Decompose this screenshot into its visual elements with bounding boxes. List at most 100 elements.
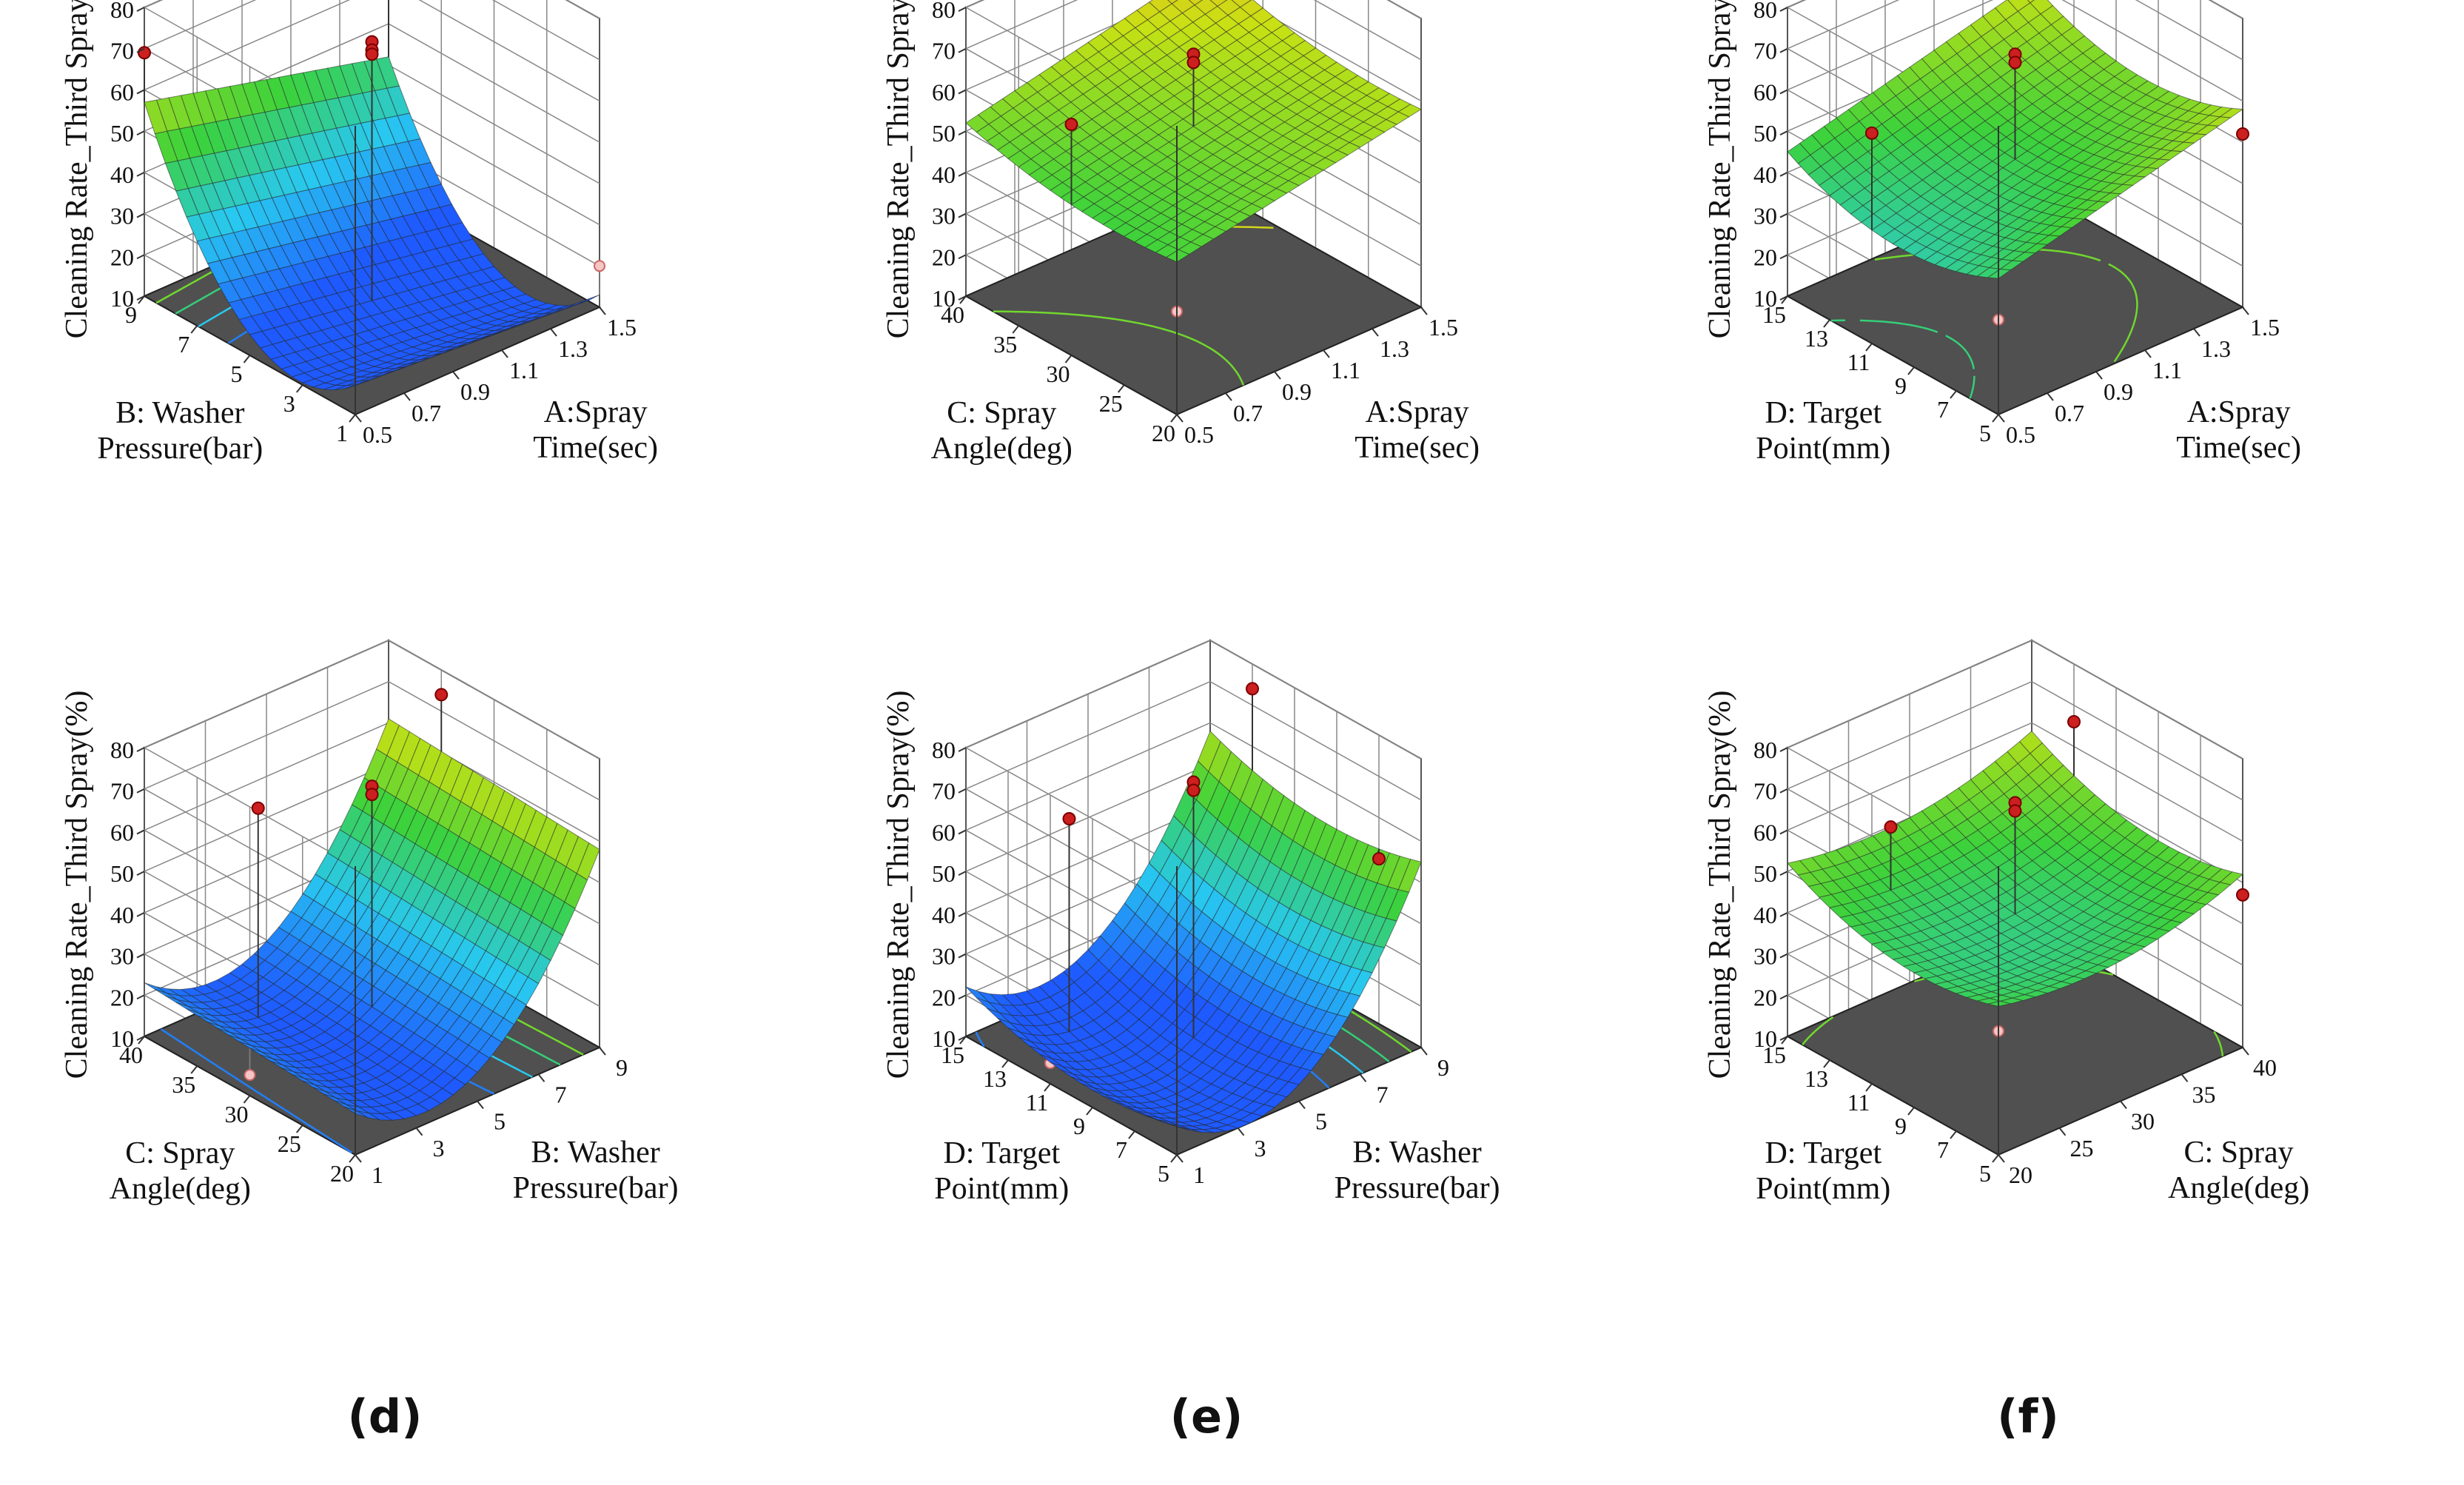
x-tick-label: 1.3 [2201, 335, 2231, 362]
x-tick-label: 1 [1193, 1161, 1205, 1188]
z-tick-mark [958, 871, 967, 876]
z-tick-label: 10 [1753, 285, 1777, 312]
z-axis-title: Cleaning Rate_Third Spray(%) [60, 691, 94, 1079]
z-tick-mark [136, 212, 145, 218]
design-point-above [434, 688, 449, 702]
y-axis-title-line2: Point(mm) [934, 1172, 1069, 1206]
z-tick-mark [1779, 89, 1788, 95]
z-tick-mark [1779, 130, 1788, 136]
design-points [244, 1047, 256, 1082]
z-tick-mark [958, 994, 967, 1000]
y-tick-mark [1823, 1059, 1830, 1068]
y-tick-mark [1128, 1130, 1135, 1139]
x-tick-mark [1225, 392, 1232, 401]
y-tick-mark [1086, 1107, 1093, 1116]
z-tick-mark [136, 871, 145, 876]
x-tick-label: 0.9 [1282, 378, 1312, 405]
z-tick-label: 70 [1753, 38, 1777, 64]
z-axis-title: Cleaning Rate_Third Spray(%) [1703, 0, 1737, 338]
z-tick-mark [958, 911, 967, 917]
z-tick-label: 80 [932, 0, 956, 23]
design-point-above [2236, 127, 2249, 141]
z-tick-mark [1779, 7, 1788, 12]
design-point-above [1246, 682, 1259, 696]
surface-plot-f: 10 20 30 40 50 60 70 80 Cleaning Rate_Third Spra… [1703, 639, 2309, 1444]
x-tick-mark [477, 1100, 484, 1110]
y-tick-label: 25 [278, 1130, 301, 1157]
z-tick-mark [958, 254, 967, 260]
y-tick-mark [243, 355, 251, 363]
x-tick-label: 7 [555, 1081, 567, 1107]
x-tick-mark [599, 306, 606, 315]
y-tick-mark [1170, 414, 1178, 423]
y-axis-title-line2: Pressure(bar) [97, 432, 263, 466]
design-point-above [2008, 804, 2022, 818]
z-tick-mark [136, 47, 145, 53]
x-axis-title-line2: Time(sec) [533, 431, 658, 465]
y-tick-mark [138, 1036, 145, 1045]
x-tick-label: 1.5 [607, 314, 637, 341]
y-tick-mark [349, 414, 356, 423]
y-tick-label: 25 [1099, 390, 1123, 417]
z-tick-mark [958, 130, 967, 136]
y-tick-label: 7 [178, 331, 189, 358]
z-tick-label: 30 [932, 203, 956, 229]
x-axis-title-line2: Pressure(bar) [513, 1171, 679, 1205]
z-tick-label: 30 [1753, 943, 1777, 970]
x-tick-mark [1372, 328, 1379, 337]
z-tick-label: 40 [1753, 161, 1777, 188]
z-tick-label: 50 [932, 860, 956, 887]
design-point-above [138, 46, 151, 60]
x-axis-title-line2: Time(sec) [1354, 431, 1480, 465]
design-point-above [365, 47, 379, 61]
y-tick-mark [1865, 343, 1873, 352]
y-tick-mark [243, 1095, 251, 1104]
z-tick-label: 30 [1753, 203, 1777, 229]
y-tick-mark [190, 1065, 198, 1074]
x-tick-mark [355, 1154, 362, 1163]
y-tick-label: 35 [172, 1071, 195, 1098]
surface-plot-b: 10 20 30 40 50 60 70 80 Cleaning Rate_Third Spra… [882, 0, 1480, 703]
x-tick-mark [355, 414, 362, 423]
z-tick-mark [1779, 953, 1788, 959]
z-tick-mark [136, 130, 145, 136]
x-tick-label: 1.1 [509, 357, 539, 383]
y-tick-label: 5 [1158, 1160, 1169, 1187]
surface-cell [1987, 269, 2012, 279]
z-tick-label: 50 [1753, 860, 1777, 887]
z-tick-mark [1779, 994, 1788, 1000]
z-tick-label: 80 [110, 737, 134, 763]
y-tick-mark [1950, 390, 1957, 399]
z-tick-label: 80 [1753, 0, 1777, 23]
x-axis-title-line2: Pressure(bar) [1335, 1171, 1500, 1205]
z-tick-mark [958, 171, 967, 177]
y-tick-label: 5 [1979, 420, 1991, 446]
z-axis-title: Cleaning Rate_Third Spray(%) [60, 0, 94, 338]
z-tick-label: 60 [1753, 819, 1777, 845]
surface-cell [1987, 1000, 2011, 1007]
y-tick-mark [295, 1124, 303, 1133]
contour-line [1830, 319, 1975, 399]
x-tick-label: 40 [2253, 1054, 2277, 1081]
z-tick-mark [1779, 254, 1788, 260]
x-tick-mark [1274, 371, 1281, 380]
design-point-above [1865, 126, 1879, 140]
y-tick-label: 1 [336, 420, 348, 446]
y-tick-label: 30 [1047, 361, 1070, 387]
x-tick-mark [403, 392, 411, 401]
z-tick-mark [1779, 47, 1788, 53]
z-tick-mark [1779, 829, 1788, 835]
z-tick-mark [136, 829, 145, 835]
y-tick-mark [1064, 355, 1072, 363]
x-tick-mark [415, 1127, 423, 1136]
x-tick-label: 25 [2070, 1135, 2094, 1161]
x-tick-mark [2242, 306, 2249, 315]
y-tick-label: 3 [283, 390, 295, 417]
y-tick-label: 15 [1762, 301, 1786, 328]
